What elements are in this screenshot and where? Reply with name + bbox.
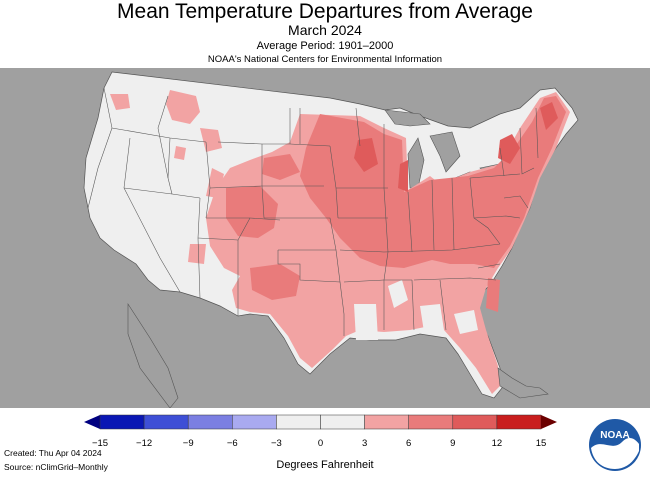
legend-swatch	[496, 414, 542, 430]
created-date: Created: Thu Apr 04 2024	[4, 448, 102, 458]
legend-swatch	[99, 414, 145, 430]
legend-tick: −12	[136, 438, 153, 449]
legend-tick: 3	[361, 438, 368, 449]
legend-tick: −9	[182, 438, 194, 449]
legend-tick: 15	[535, 438, 547, 449]
legend-tick: −3	[270, 438, 282, 449]
legend-unit: Degrees Fahrenheit	[276, 459, 374, 471]
legend-swatch	[320, 414, 365, 430]
legend-swatch	[187, 414, 233, 430]
legend-tick: 12	[491, 438, 503, 449]
legend-swatch	[276, 414, 321, 430]
map-title: Mean Temperature Departures from Average	[117, 0, 533, 23]
legend-arrow-warm	[541, 415, 557, 429]
legend-swatch	[232, 414, 277, 430]
legend-tick: −15	[91, 438, 109, 449]
legend-arrow-cold	[84, 415, 100, 429]
legend-swatch	[364, 414, 409, 430]
source-org: NOAA's National Centers for Environmenta…	[207, 54, 443, 65]
noaa-logo: NOAA	[588, 418, 642, 472]
anomaly-9-12	[354, 102, 558, 192]
legend-tick: −6	[226, 438, 238, 449]
state-borders	[87, 87, 539, 336]
noaa-logo-text: NOAA	[600, 430, 629, 441]
legend-swatch	[452, 414, 498, 430]
near-normal-pockets	[354, 280, 478, 340]
legend-tick: 6	[406, 438, 412, 449]
legend-swatch	[408, 414, 454, 430]
average-period: Average Period: 1901–2000	[256, 40, 394, 52]
legend-swatch	[143, 414, 189, 430]
map-period: March 2024	[288, 22, 362, 38]
data-source: Source: nClimGrid–Monthly	[4, 462, 108, 472]
legend-boxes	[99, 414, 542, 430]
temperature-map	[0, 68, 650, 408]
color-legend: −15 −12 −9 −6 −3 0 3 6 9 12 15	[0, 412, 650, 452]
non-conus-areas	[127, 302, 549, 408]
legend-tick: 9	[450, 438, 456, 449]
legend-tick: 0	[317, 438, 324, 449]
